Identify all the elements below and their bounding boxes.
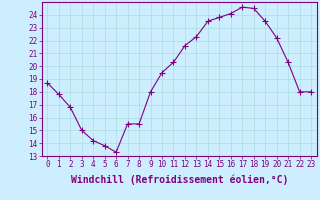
X-axis label: Windchill (Refroidissement éolien,°C): Windchill (Refroidissement éolien,°C): [70, 175, 288, 185]
